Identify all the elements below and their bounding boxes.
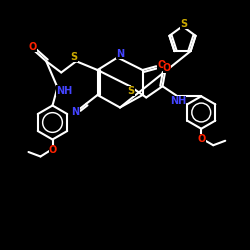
Text: O: O xyxy=(163,63,171,73)
Text: O: O xyxy=(157,60,166,70)
Text: O: O xyxy=(49,145,57,155)
Text: O: O xyxy=(28,42,36,52)
Text: S: S xyxy=(71,52,78,62)
Text: NH: NH xyxy=(56,86,72,96)
Text: N: N xyxy=(72,107,80,117)
Text: N: N xyxy=(116,49,124,59)
Text: O: O xyxy=(198,134,206,144)
Text: S: S xyxy=(128,86,135,96)
Text: NH: NH xyxy=(170,96,186,106)
Text: S: S xyxy=(180,19,187,29)
